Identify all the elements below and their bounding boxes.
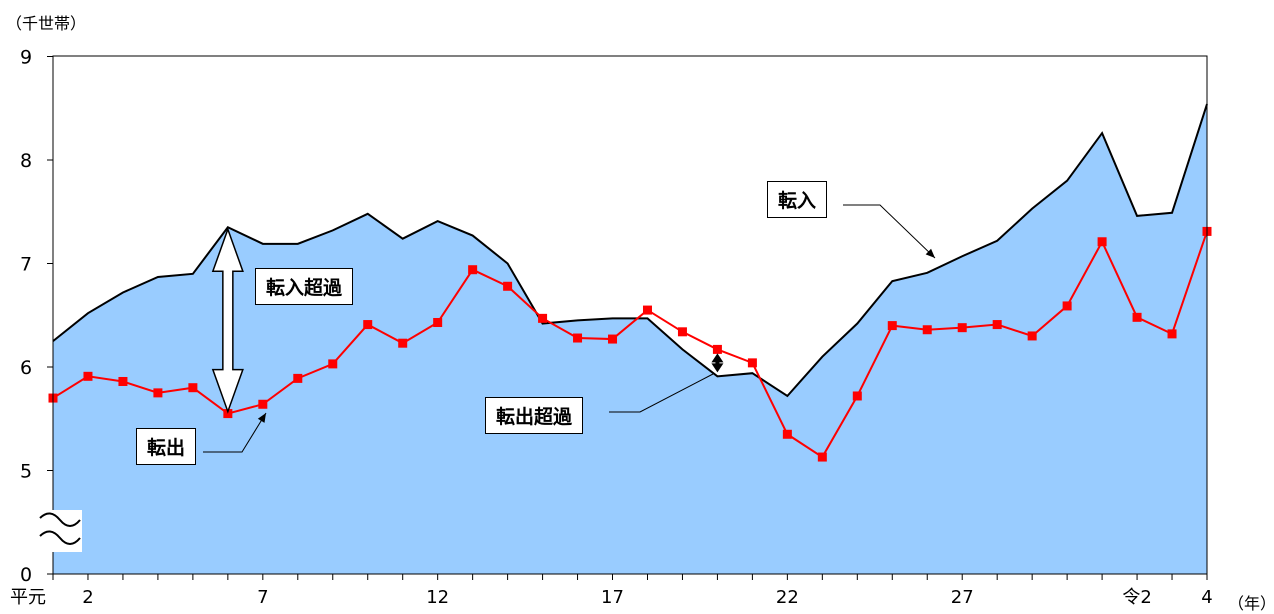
x-tick-label: 4: [1201, 587, 1212, 608]
x-axis-unit-label: （年）: [1228, 594, 1274, 613]
axis-break-gap: [38, 510, 82, 552]
data-point-transfer-out: [118, 376, 128, 386]
data-point-transfer-out: [538, 313, 548, 323]
data-point-transfer-out: [363, 320, 373, 330]
x-tick-label: 7: [257, 587, 268, 608]
data-point-transfer-out: [328, 359, 338, 369]
y-tick-label: 0: [20, 564, 32, 586]
annotation-label-transfer-in: 転入: [767, 181, 828, 218]
y-tick-label: 9: [20, 47, 32, 69]
data-point-transfer-out: [922, 325, 932, 335]
net-inflow-arrow: [211, 227, 244, 414]
annotation-label-net-outflow: 転出超過: [485, 397, 584, 434]
data-point-transfer-out: [887, 321, 897, 331]
data-point-transfer-out: [782, 429, 792, 439]
data-point-transfer-out: [1132, 312, 1142, 322]
data-point-transfer-out: [992, 320, 1002, 330]
x-tick-label: 17: [601, 587, 624, 608]
annotation-label-net-inflow: 転入超過: [255, 268, 354, 305]
data-point-transfer-out: [817, 452, 827, 462]
y-axis-unit-label: （千世帯）: [6, 14, 87, 33]
data-point-transfer-out: [398, 338, 408, 348]
data-point-transfer-out: [677, 327, 687, 337]
data-point-transfer-out: [293, 373, 303, 383]
data-point-transfer-out: [83, 371, 93, 381]
data-point-transfer-out: [433, 317, 443, 327]
axis-break-wave: [39, 512, 81, 527]
data-point-transfer-out: [258, 399, 268, 409]
net-outflow-arrow-head: [711, 363, 724, 373]
annotation-label-transfer-out: 転出: [136, 428, 197, 465]
x-tick-label: 平元: [10, 587, 46, 608]
y-tick-label: 8: [20, 150, 32, 172]
x-tick-label: 12: [426, 587, 449, 608]
leader-transfer-out: [203, 412, 267, 453]
y-tick-label: 6: [20, 357, 32, 379]
data-point-transfer-out: [503, 281, 513, 291]
axis-break-wave: [39, 530, 81, 545]
leader-transfer-in-head: [925, 248, 935, 258]
data-point-transfer-out: [608, 334, 618, 344]
x-tick-label: 22: [776, 587, 799, 608]
series-line-transfer-out: [52, 231, 1208, 459]
series-area-transfer-in: [53, 104, 1207, 575]
data-point-transfer-out: [468, 265, 478, 275]
data-point-transfer-out: [188, 383, 198, 393]
data-point-transfer-out: [852, 391, 862, 401]
plot-frame: [52, 55, 1208, 575]
data-point-transfer-out: [573, 333, 583, 343]
data-point-transfer-out: [712, 344, 722, 354]
leader-net-outflow: [609, 373, 714, 413]
series-line-transfer-in: [52, 103, 1208, 398]
leader-transfer-in: [843, 204, 936, 259]
data-point-transfer-out: [1027, 331, 1037, 341]
axis-break-symbol: [38, 510, 82, 552]
plot-area: [48, 55, 1212, 575]
y-tick-label: 5: [20, 461, 32, 483]
data-point-transfer-out: [1167, 329, 1177, 339]
data-point-transfer-out: [153, 388, 163, 398]
data-point-transfer-out: [642, 305, 652, 315]
y-tick-label: 7: [20, 254, 32, 276]
x-tick-label: 27: [951, 587, 974, 608]
data-point-transfer-out: [747, 358, 757, 368]
leader-transfer-out-head: [257, 413, 266, 423]
net-outflow-arrow-head: [711, 353, 724, 363]
data-point-transfer-out: [1062, 301, 1072, 311]
data-point-transfer-out: [1097, 237, 1107, 247]
x-tick-label: 令2: [1122, 587, 1151, 608]
data-point-transfer-out: [957, 323, 967, 333]
annotation-arrows: [203, 204, 936, 453]
x-tick-label: 2: [82, 587, 93, 608]
